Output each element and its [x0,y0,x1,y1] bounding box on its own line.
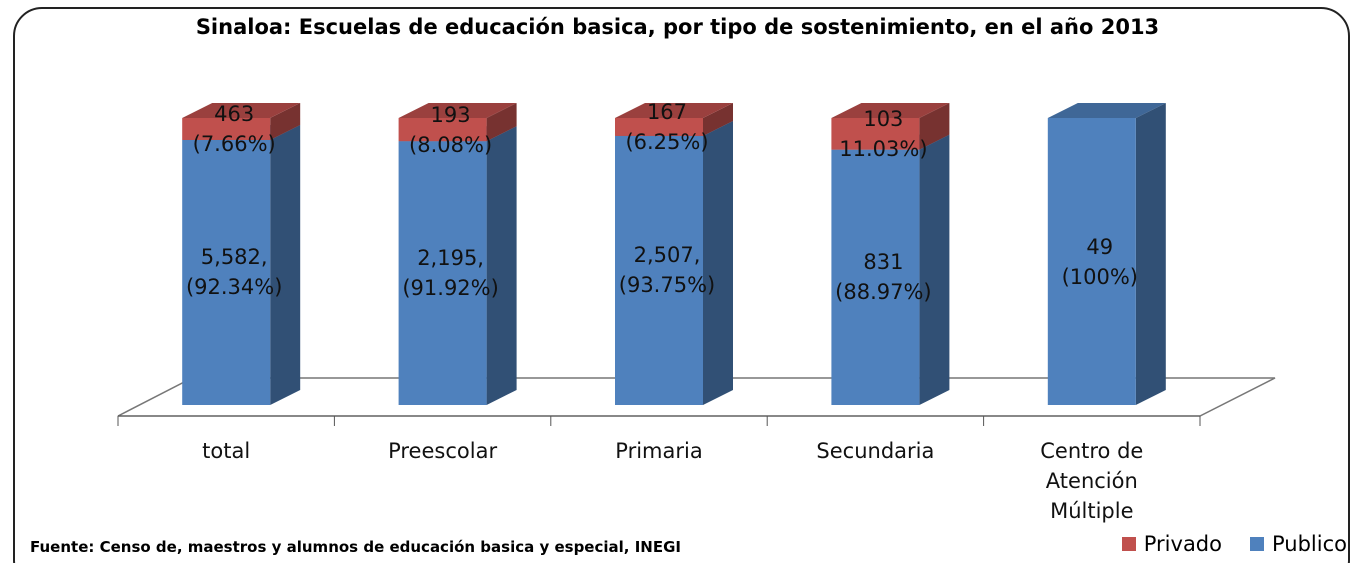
x-tick-label: Preescolar [388,439,498,463]
data-label: 103 11.03%) [839,106,928,161]
x-tick-label: Primaria [615,439,703,463]
bar [831,149,920,405]
data-label: 831 (88.97%) [835,250,932,305]
data-label: 167 (6.25%) [625,99,709,154]
bar-side [919,103,950,150]
data-label: 193 (8.08%) [409,102,493,157]
bar-side [919,134,950,405]
bar-side [270,124,301,406]
data-label: 463 (7.66%) [192,101,276,156]
x-tick-label: Secundaria [816,439,935,463]
bar [1047,118,1136,405]
legend-key [1250,537,1264,551]
bar-side [703,103,733,136]
bar [182,139,271,406]
data-label: 2,195, (91.92%) [402,246,499,301]
legend-label: Privado [1143,532,1222,556]
bar-top [615,103,733,118]
legend-item: Privado [1121,532,1222,556]
bar-top [182,103,301,118]
data-label: 2,507, (93.75%) [618,243,716,298]
bar-side [270,103,301,140]
bar-top [398,103,517,118]
title-text: Sinaloa: Escuelas de educación basica, p… [195,15,1160,39]
legend-item: Publico [1250,532,1347,556]
legend: Privado Publico [1121,532,1347,556]
bar [831,118,920,150]
legend-label: Publico [1272,532,1347,556]
bar-side [486,126,517,405]
bar [182,118,271,140]
x-tick-label: total [202,439,251,463]
data-label: 5,582, (92.34%) [185,245,283,300]
bar-side [1135,103,1166,405]
bar-top [831,103,950,118]
frame [13,7,1350,563]
chart-title: Sinaloa: Escuelas de educación basica, p… [0,12,1355,42]
x-tick-label: Centro de Atención Múltiple [1040,439,1144,523]
bar-top [1047,103,1166,118]
bar [615,118,703,136]
source: Fuente: Censo de, maestros y alumnos de … [30,538,681,556]
bar [398,141,487,405]
bar [398,118,487,142]
data-label: 49 (100%) [1061,234,1139,289]
bar-side [486,103,517,142]
bar [615,135,703,405]
bar-side [703,120,733,405]
legend-key [1121,537,1136,551]
